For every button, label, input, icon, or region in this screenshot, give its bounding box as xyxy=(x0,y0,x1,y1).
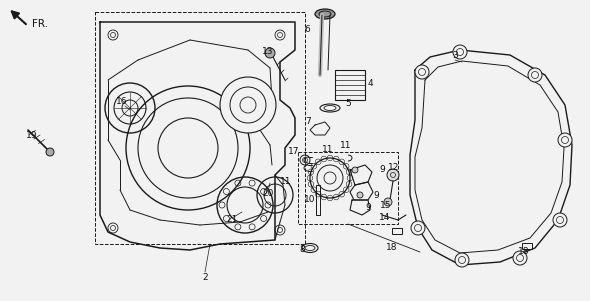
Ellipse shape xyxy=(315,9,335,19)
Text: 21: 21 xyxy=(227,216,238,225)
Circle shape xyxy=(357,192,363,198)
Text: 13: 13 xyxy=(262,46,274,55)
Circle shape xyxy=(558,133,572,147)
Text: 16: 16 xyxy=(116,98,128,107)
Bar xyxy=(392,228,402,234)
Text: 14: 14 xyxy=(379,213,391,222)
Text: 17: 17 xyxy=(289,147,300,157)
Text: 6: 6 xyxy=(304,26,310,35)
Text: 4: 4 xyxy=(367,79,373,88)
Text: 20: 20 xyxy=(263,188,274,197)
Text: 9: 9 xyxy=(365,203,371,213)
Circle shape xyxy=(411,221,425,235)
Text: 2: 2 xyxy=(202,274,208,283)
Bar xyxy=(335,70,365,100)
Text: 10: 10 xyxy=(304,196,316,204)
Text: 11: 11 xyxy=(322,145,334,154)
Text: 7: 7 xyxy=(305,117,311,126)
Text: 8: 8 xyxy=(299,246,305,255)
Bar xyxy=(95,12,305,244)
Circle shape xyxy=(513,251,527,265)
Text: FR.: FR. xyxy=(32,19,48,29)
Ellipse shape xyxy=(320,104,340,112)
Text: 12: 12 xyxy=(388,163,399,172)
Circle shape xyxy=(46,148,54,156)
Bar xyxy=(298,152,398,224)
Circle shape xyxy=(453,45,467,59)
Circle shape xyxy=(455,253,469,267)
Circle shape xyxy=(528,68,542,82)
Circle shape xyxy=(387,169,399,181)
Circle shape xyxy=(352,167,358,173)
Text: 19: 19 xyxy=(26,131,38,139)
Text: 9: 9 xyxy=(373,191,379,200)
Circle shape xyxy=(220,77,276,133)
Circle shape xyxy=(553,213,567,227)
Circle shape xyxy=(126,86,250,210)
Text: 11: 11 xyxy=(340,141,352,150)
Circle shape xyxy=(415,65,429,79)
Text: 11: 11 xyxy=(280,178,291,187)
Circle shape xyxy=(265,48,275,58)
Text: 3: 3 xyxy=(452,51,458,60)
Circle shape xyxy=(384,198,392,206)
Text: 15: 15 xyxy=(380,200,392,209)
Text: 18: 18 xyxy=(518,247,530,256)
Text: 9: 9 xyxy=(379,166,385,175)
Text: 18: 18 xyxy=(386,244,398,253)
Bar xyxy=(522,243,532,249)
Text: 5: 5 xyxy=(345,98,351,107)
